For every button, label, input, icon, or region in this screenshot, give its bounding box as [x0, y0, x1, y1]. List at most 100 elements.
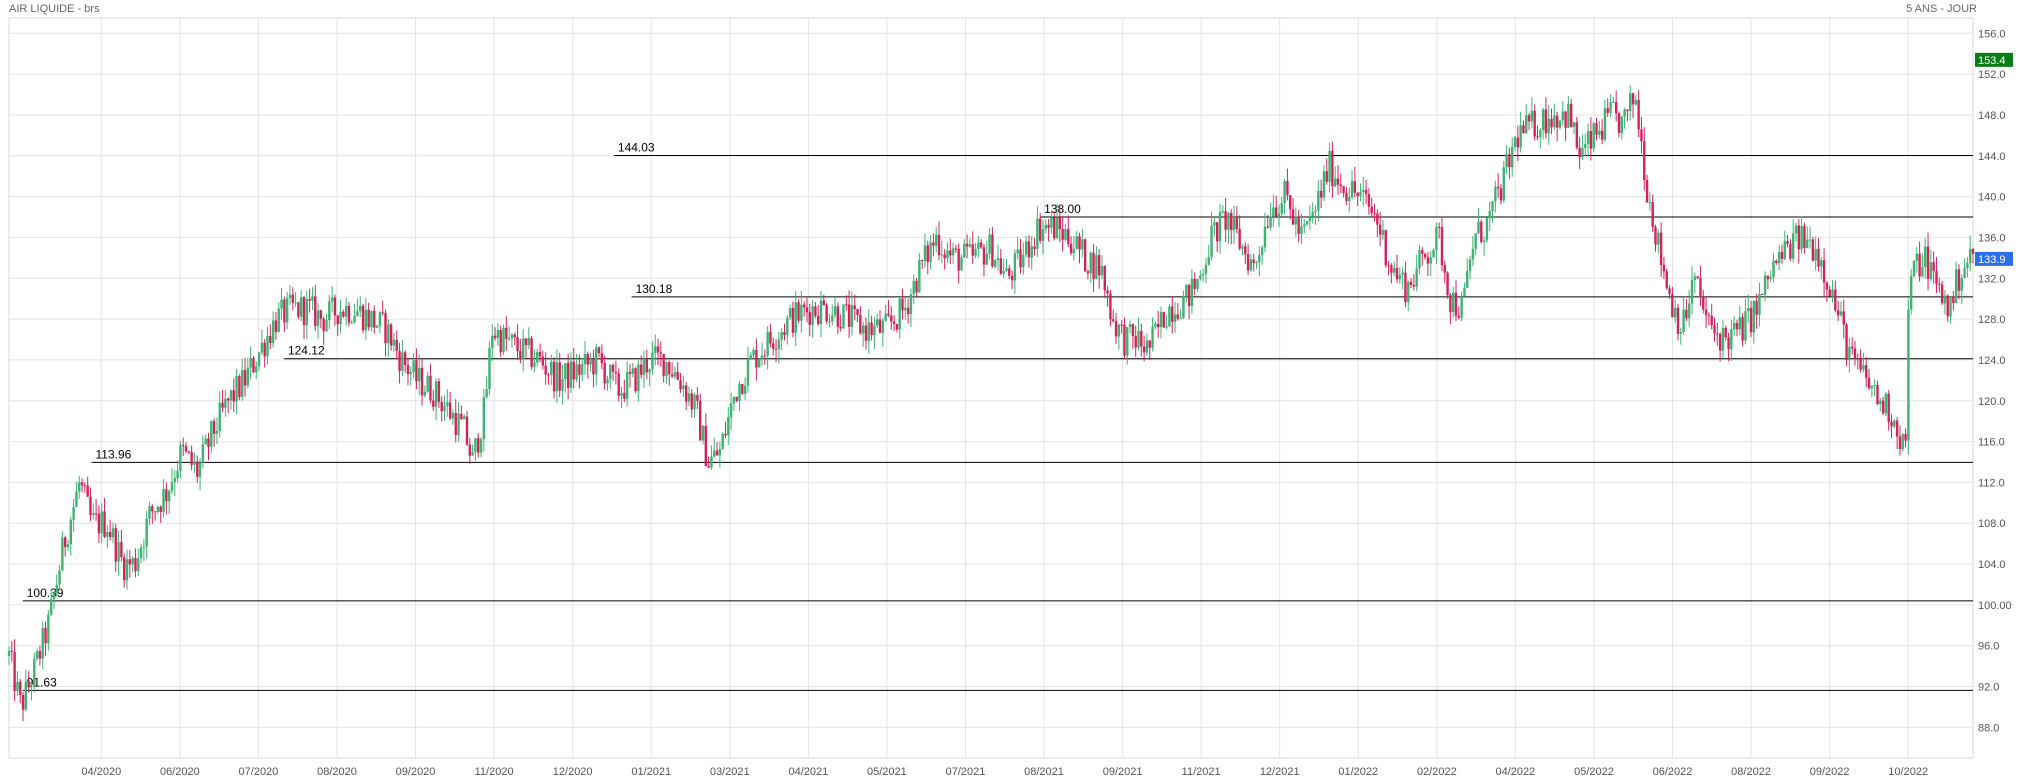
candle-body: [1165, 326, 1168, 328]
candle-body: [1199, 275, 1202, 279]
candle-body: [339, 311, 342, 325]
candle-body: [38, 651, 42, 659]
candle-body: [235, 376, 238, 402]
candle-body: [1162, 312, 1165, 328]
candle-body: [1522, 125, 1525, 134]
y-tick-label: 108.0: [1978, 518, 2006, 530]
candle-body: [1502, 167, 1505, 201]
candle-body: [595, 347, 598, 375]
candle-body: [1968, 249, 1972, 263]
candle-body: [266, 335, 269, 357]
candle-body: [1269, 216, 1272, 228]
y-tick-label: 156.0: [1978, 28, 2006, 40]
candle-body: [1881, 400, 1885, 414]
candle-body: [1168, 306, 1171, 327]
candle-body: [406, 364, 410, 374]
candle-body: [1918, 253, 1921, 277]
candle-body: [426, 375, 429, 392]
candle-body: [1671, 293, 1674, 318]
candle-body: [1673, 307, 1677, 318]
candle-body: [1513, 137, 1517, 148]
candle-body: [297, 302, 300, 317]
candle-body: [1058, 217, 1062, 230]
candle-body: [1954, 269, 1958, 304]
x-tick-label: 06/2020: [160, 766, 200, 778]
candle-body: [1002, 270, 1005, 274]
candle-body: [111, 528, 115, 538]
candle-body: [1103, 266, 1106, 291]
candle-body: [1749, 307, 1753, 333]
candle-body: [1041, 229, 1045, 241]
candle-body: [906, 307, 910, 315]
candle-body: [679, 379, 682, 390]
candle-body: [1024, 241, 1028, 255]
candle-body: [1010, 275, 1014, 281]
y-tick-label: 128.0: [1978, 314, 2006, 326]
candle-body: [1210, 225, 1213, 257]
candle-body: [1929, 262, 1933, 279]
candle-body: [454, 412, 457, 436]
candle-body: [139, 547, 143, 559]
candle-body: [19, 681, 22, 696]
candle-body: [75, 491, 78, 507]
candle-body: [491, 335, 494, 349]
candle-body: [485, 389, 488, 398]
candle-body: [1797, 225, 1800, 250]
candle-body: [1853, 348, 1857, 359]
grid-lines: [8, 17, 1974, 759]
candle-body: [763, 355, 767, 357]
candle-body: [561, 379, 564, 391]
chart-title: AIR LIQUIDE - brs: [9, 3, 100, 15]
candle-body: [1359, 192, 1362, 197]
candle-body: [1421, 250, 1424, 254]
candle-body: [1662, 264, 1666, 272]
candle-body: [1924, 246, 1927, 267]
candle-body: [845, 304, 848, 306]
candle-body: [878, 319, 882, 333]
candle-body: [342, 311, 345, 317]
candle-body: [1412, 284, 1416, 287]
x-tick-label: 12/2021: [1260, 766, 1300, 778]
candle-body: [1440, 227, 1444, 266]
candle-body: [1834, 289, 1837, 311]
candle-body: [850, 305, 854, 327]
candle-body: [1213, 222, 1216, 226]
candle-body: [690, 393, 693, 410]
candle-body: [651, 352, 654, 369]
plot-frame: [8, 17, 1974, 759]
candle-body: [1895, 420, 1899, 437]
candle-body: [401, 352, 404, 371]
candle-body: [904, 307, 907, 311]
candle-body: [392, 339, 396, 346]
candle-body: [364, 309, 368, 331]
candle-body: [1370, 206, 1373, 214]
candle-body: [1530, 110, 1534, 122]
candle-body: [1401, 272, 1404, 275]
level-label: 113.96: [95, 447, 131, 461]
candle-body: [1176, 314, 1180, 319]
candle-body: [302, 297, 306, 326]
candle-body: [1128, 324, 1132, 328]
x-tick-label: 06/2022: [1653, 766, 1693, 778]
candle-body: [1645, 179, 1649, 203]
candle-body: [1727, 337, 1730, 350]
candle-body: [1696, 276, 1699, 278]
x-tick-label: 09/2020: [396, 766, 436, 778]
candle-body: [1452, 292, 1455, 313]
candle-body: [1019, 249, 1022, 268]
candle-body: [1544, 109, 1548, 134]
candle-body: [1685, 309, 1688, 319]
candle-body: [1567, 103, 1570, 128]
candle-body: [30, 686, 33, 688]
candle-body: [982, 247, 986, 265]
candle-body: [1533, 110, 1536, 137]
candle-body: [918, 259, 921, 293]
candle-body: [1867, 377, 1871, 389]
candle-body: [662, 353, 665, 376]
candle-body: [727, 417, 730, 436]
candle-body: [243, 370, 247, 386]
candle-body: [1055, 217, 1059, 239]
candle-body: [1890, 422, 1893, 427]
candle-body: [783, 331, 786, 336]
